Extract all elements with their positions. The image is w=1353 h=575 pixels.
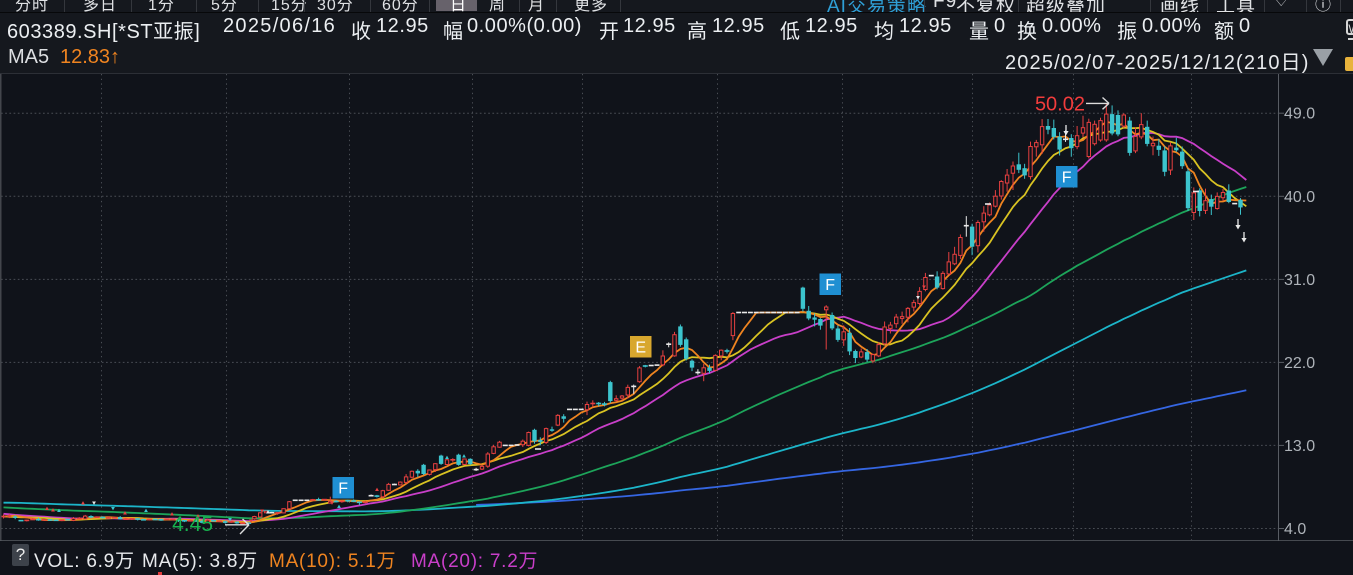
svg-text:22.0: 22.0 — [1284, 355, 1315, 372]
svg-text:50.02: 50.02 — [1035, 94, 1085, 116]
svg-text:49.0: 49.0 — [1284, 106, 1315, 123]
svg-text:4.45: 4.45 — [172, 513, 213, 536]
svg-text:E: E — [635, 340, 646, 357]
svg-text:31.0: 31.0 — [1284, 272, 1315, 289]
svg-text:F: F — [338, 481, 348, 498]
svg-text:4.0: 4.0 — [1284, 521, 1306, 538]
svg-text:13.0: 13.0 — [1284, 438, 1315, 455]
svg-text:F: F — [1062, 170, 1072, 187]
svg-text:F: F — [825, 277, 835, 294]
svg-text:40.0: 40.0 — [1284, 189, 1315, 206]
